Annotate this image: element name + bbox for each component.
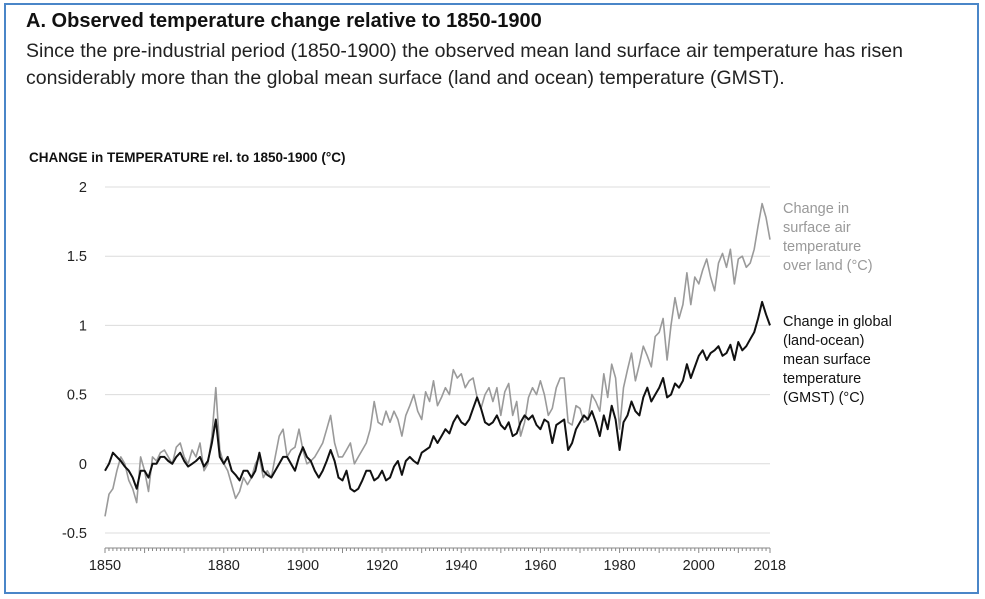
y-tick-label: 0 [79, 457, 87, 473]
gmst-series-line [104, 300, 771, 493]
land-series-line [104, 202, 771, 517]
x-tick-label: 1880 [208, 558, 240, 574]
x-tick-label: 1900 [287, 558, 319, 574]
x-tick-label: 1960 [524, 558, 556, 574]
x-axis: 1850 1880 1900 1920 1940 1960 1980 2000 2018 [89, 547, 786, 574]
x-tick-label: 1980 [603, 558, 635, 574]
gmst-legend-label: Change in global (land-ocean) mean surface… [783, 314, 892, 406]
x-tick-label: 2018 [754, 558, 786, 574]
series-legend: Change in surface air temperature over land… [783, 201, 892, 406]
grid-lines [105, 186, 770, 534]
y-tick-labels: 2 1.5 1 0.5 0 -0.5 [62, 180, 87, 542]
figure-subtitle: Since the pre-industrial period (1850-19… [26, 40, 903, 89]
x-tick-label: 1850 [89, 558, 121, 574]
y-tick-label: 2 [79, 180, 87, 196]
y-axis-title: CHANGE in TEMPERATURE rel. to 1850-1900 … [29, 150, 345, 165]
land-legend-label: Change in surface air temperature over land… [783, 201, 873, 274]
y-tick-label: 1.5 [67, 249, 87, 265]
figure-frame [4, 3, 979, 594]
figure-title: A. Observed temperature change relative … [26, 10, 542, 32]
x-tick-label: 1920 [366, 558, 398, 574]
y-tick-label: 0.5 [67, 388, 87, 404]
y-tick-label: 1 [79, 318, 87, 334]
x-tick-label: 2000 [683, 558, 715, 574]
x-tick-label: 1940 [445, 558, 477, 574]
series-lines [104, 202, 771, 517]
y-tick-label: -0.5 [62, 526, 87, 542]
